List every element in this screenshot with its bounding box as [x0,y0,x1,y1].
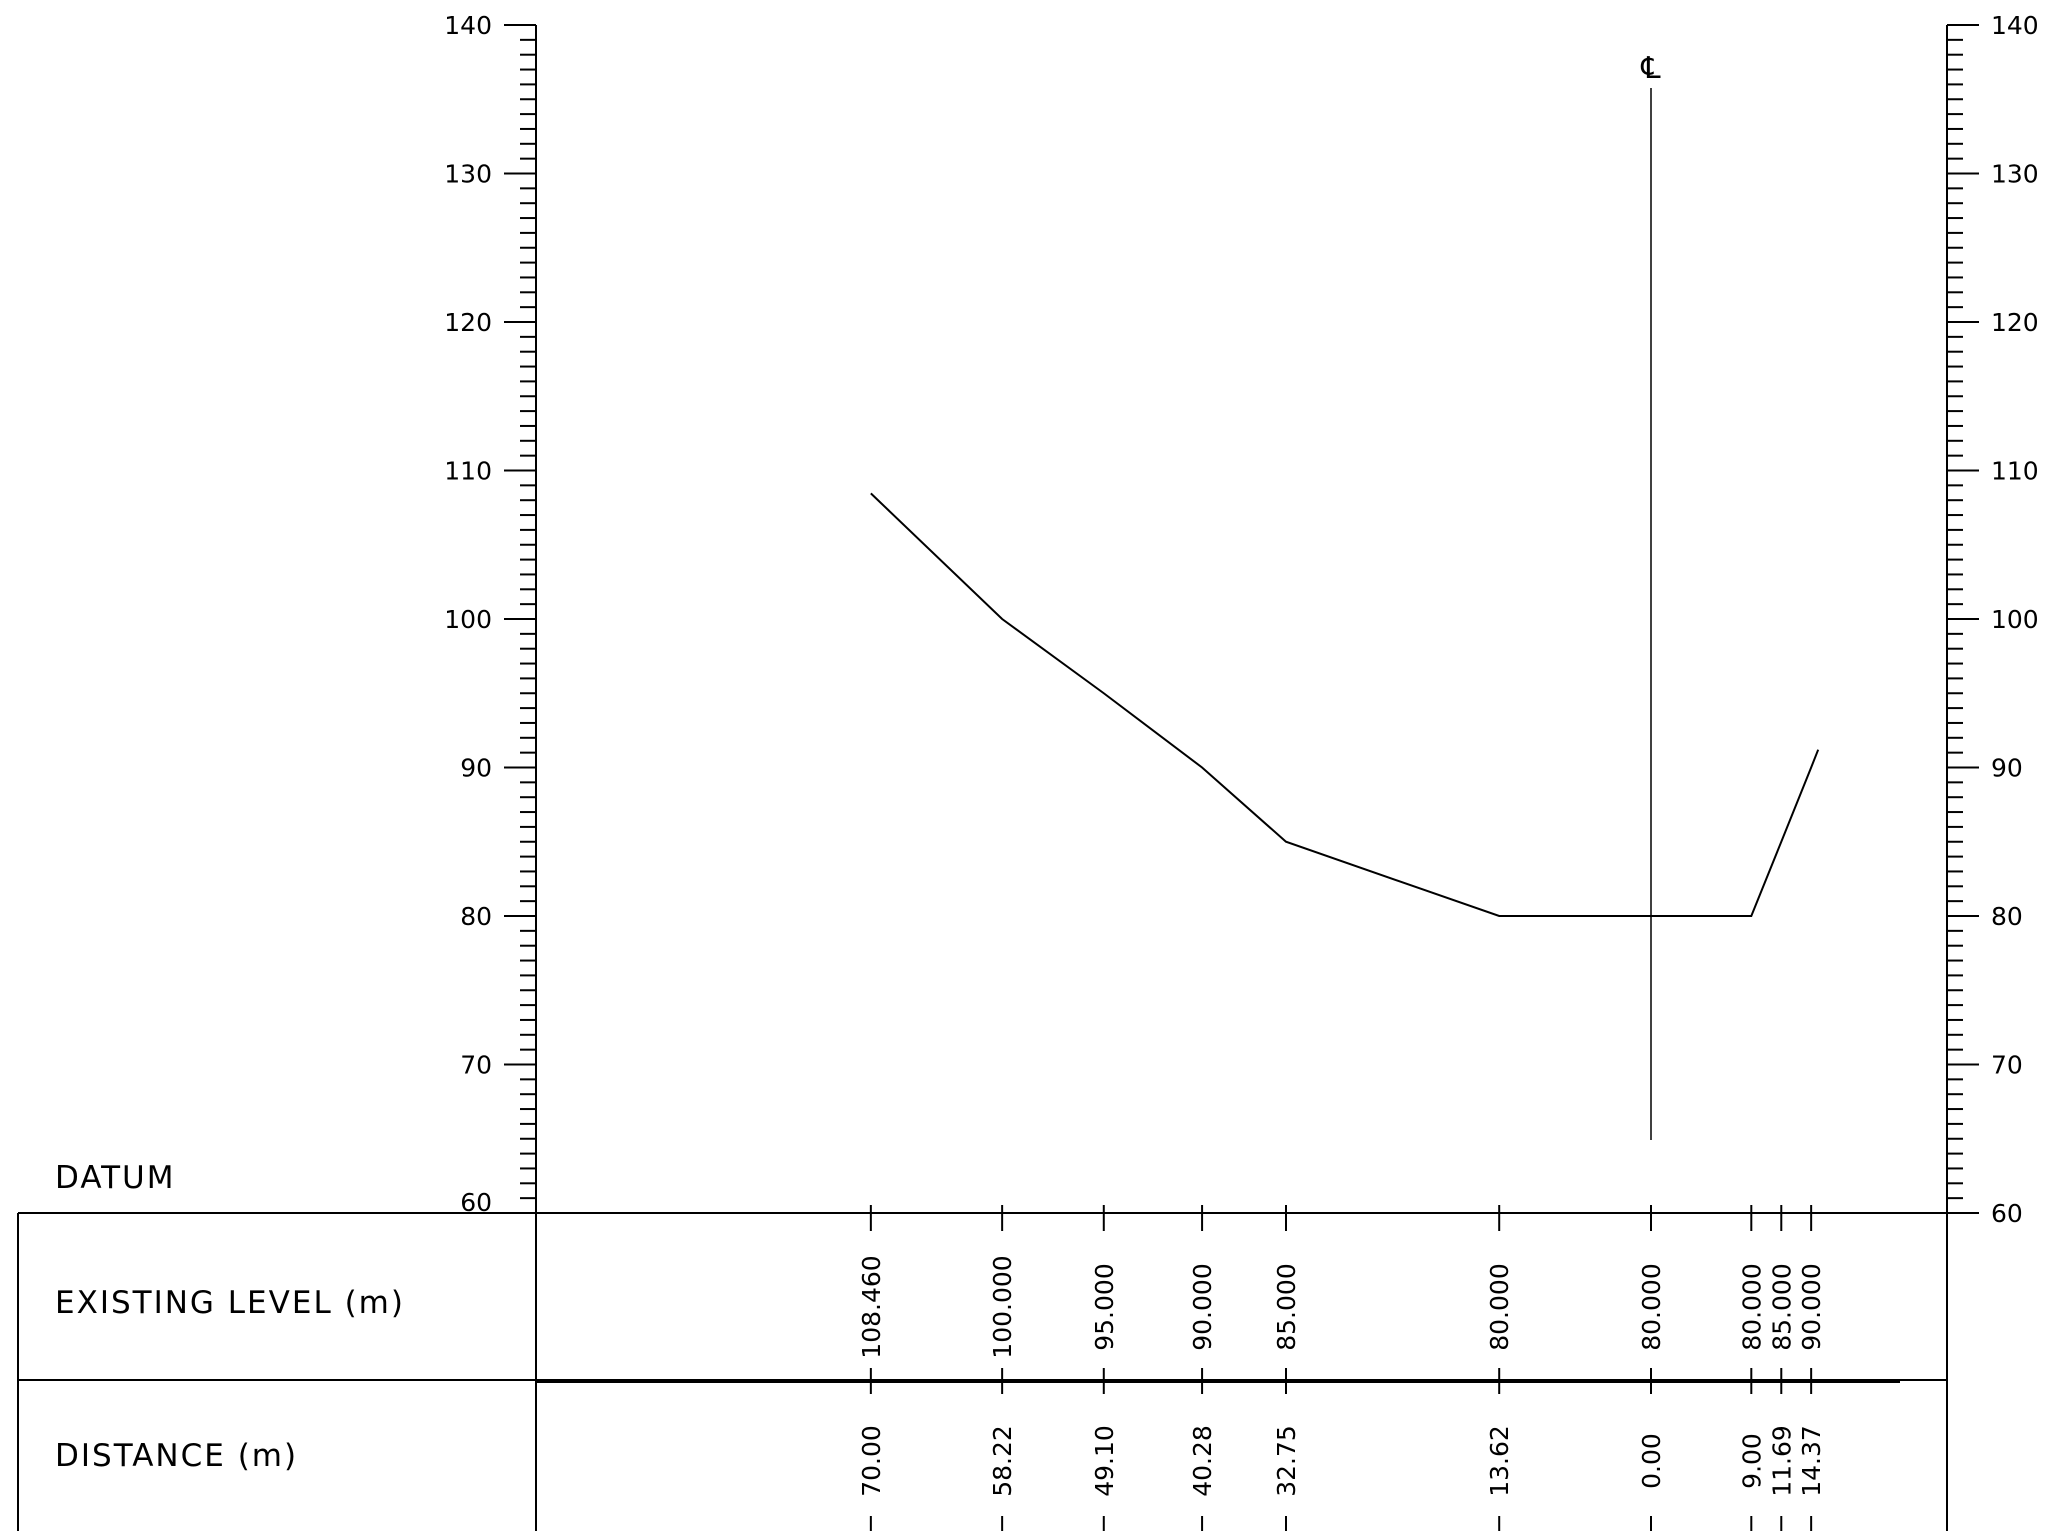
table-value: 13.62 [1485,1425,1514,1497]
table-value: 14.37 [1797,1425,1826,1497]
left-tick-label: 70 [460,1051,492,1080]
table-value: 0.00 [1637,1433,1666,1489]
table-value: 80.000 [1637,1263,1666,1350]
right-elevation-axis: 60 70 80 90 100 110 120 130 140 [1946,11,2039,1228]
table-value: 85.000 [1767,1263,1796,1350]
left-tick-label: 90 [460,754,492,783]
table-value: 40.28 [1188,1425,1217,1497]
row-label-1: DISTANCE (m) [55,1438,298,1474]
centerline-marker: ℄ [1640,51,1661,1140]
profile-line [870,492,1820,917]
table-value: 80.000 [1737,1263,1766,1350]
table-value: 49.10 [1090,1425,1119,1497]
row-label-0: EXISTING LEVEL (m) [55,1285,405,1321]
left-tick-label: 80 [460,902,492,931]
right-tick-label: 60 [1991,1199,2023,1228]
right-tick-label: 70 [1991,1051,2023,1080]
table-value: 90.000 [1188,1263,1217,1350]
table-value: 11.69 [1767,1425,1796,1497]
centerline-symbol: ℄ [1640,51,1660,86]
right-tick-label: 130 [1991,160,2039,189]
data-table: DATUM EXISTING LEVEL (m) 108.460 100.000 95.… [17,1160,1977,1531]
right-tick-label: 80 [1991,902,2023,931]
table-value: 9.00 [1737,1433,1766,1489]
left-tick-label: 110 [444,457,492,486]
left-tick-label: 140 [444,11,492,40]
left-tick-label: 100 [444,605,492,634]
right-tick-label: 140 [1991,11,2039,40]
table-value: 100.000 [988,1255,1017,1358]
right-tick-label: 90 [1991,754,2023,783]
ground-profile [870,492,1820,917]
left-tick-label: 130 [444,160,492,189]
right-tick-label: 100 [1991,605,2039,634]
table-value: 80.000 [1485,1263,1514,1350]
table-value: 90.000 [1797,1263,1826,1350]
table-value: 85.000 [1272,1263,1301,1350]
table-value: 95.000 [1090,1263,1119,1350]
datum-label: DATUM [55,1160,176,1196]
right-tick-label: 120 [1991,308,2039,337]
table-value: 108.460 [857,1255,886,1358]
table-value: 70.00 [857,1425,886,1497]
table-value: 58.22 [988,1425,1017,1497]
table-value: 32.75 [1272,1425,1301,1497]
left-tick-label: 120 [444,308,492,337]
right-tick-label: 110 [1991,457,2039,486]
